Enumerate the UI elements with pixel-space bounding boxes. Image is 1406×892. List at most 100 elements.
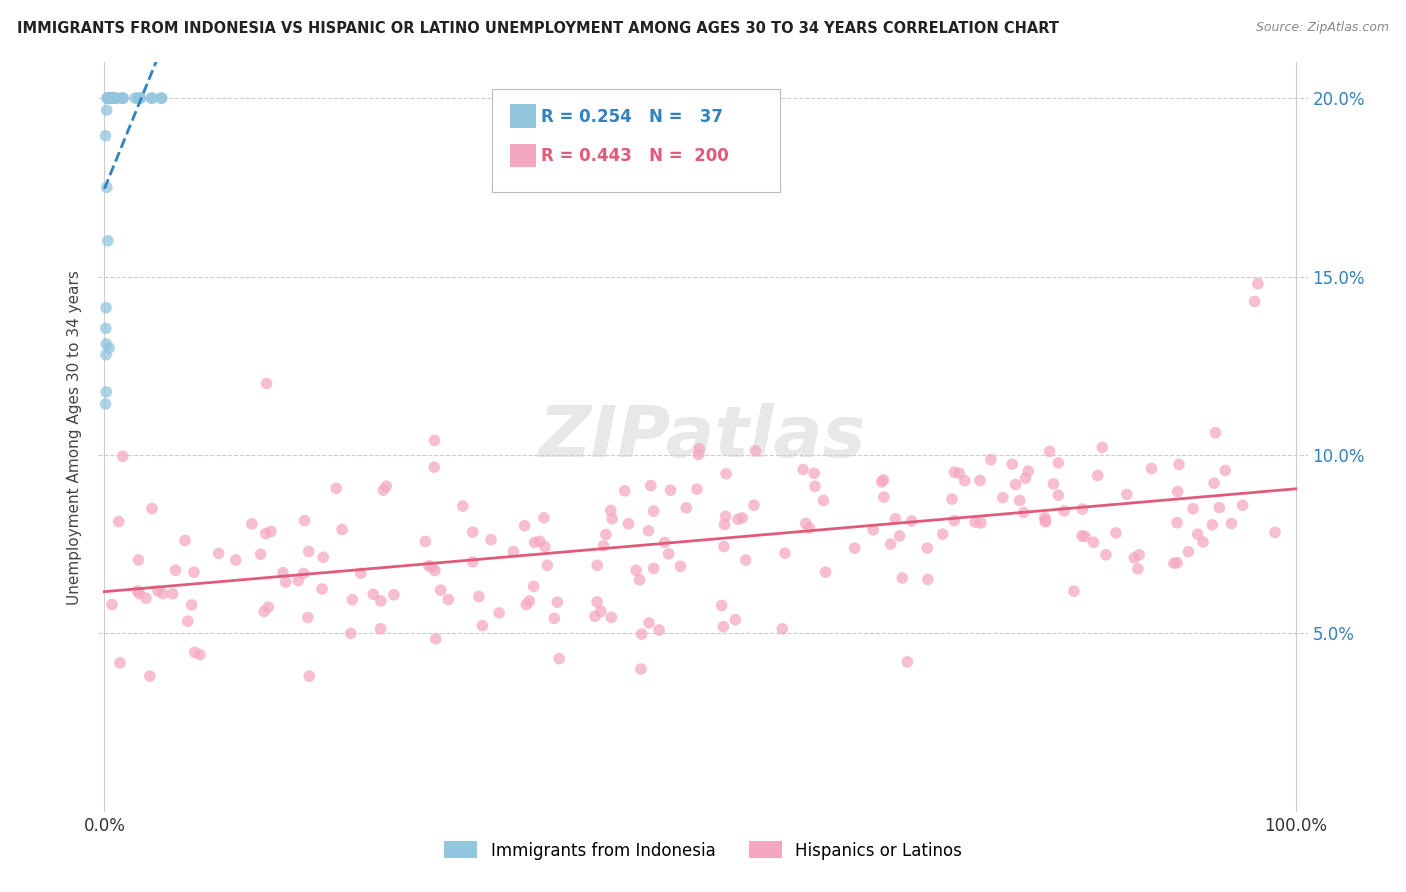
Point bbox=[1033, 513, 1056, 527]
Point bbox=[254, 526, 277, 541]
Point bbox=[1181, 501, 1204, 516]
Point bbox=[141, 91, 163, 105]
Point bbox=[948, 467, 970, 481]
Point bbox=[1264, 525, 1286, 540]
Point bbox=[98, 91, 121, 105]
Point bbox=[583, 609, 606, 624]
Point bbox=[312, 550, 335, 565]
Point bbox=[97, 91, 120, 105]
Point bbox=[534, 540, 557, 554]
Point bbox=[418, 558, 440, 573]
Point bbox=[744, 443, 766, 458]
Point bbox=[1105, 525, 1128, 540]
Point bbox=[943, 465, 966, 479]
Point bbox=[523, 535, 546, 549]
Point bbox=[613, 483, 636, 498]
Point bbox=[1074, 530, 1097, 544]
Point bbox=[543, 611, 565, 625]
Point bbox=[742, 498, 765, 512]
Point bbox=[342, 592, 364, 607]
Point bbox=[814, 565, 837, 579]
Point bbox=[124, 91, 146, 105]
Point bbox=[1071, 502, 1094, 516]
Point bbox=[630, 662, 652, 676]
Point bbox=[260, 524, 283, 539]
Point bbox=[523, 579, 546, 593]
Point bbox=[100, 91, 122, 105]
Point bbox=[94, 321, 117, 335]
Point bbox=[292, 566, 315, 581]
Point bbox=[150, 91, 173, 105]
Legend: Immigrants from Indonesia, Hispanics or Latinos: Immigrants from Indonesia, Hispanics or … bbox=[444, 841, 962, 860]
Point bbox=[879, 537, 901, 551]
Point bbox=[1168, 458, 1191, 472]
Point bbox=[648, 623, 671, 637]
Point bbox=[1204, 425, 1226, 440]
Point bbox=[980, 452, 1002, 467]
Point bbox=[350, 566, 373, 581]
Point bbox=[330, 523, 353, 537]
Point bbox=[1213, 463, 1236, 477]
Point bbox=[110, 91, 132, 105]
Point bbox=[98, 341, 121, 355]
Point bbox=[111, 91, 134, 105]
Point bbox=[710, 599, 733, 613]
Point bbox=[129, 91, 152, 105]
Point bbox=[165, 563, 187, 577]
Point bbox=[1166, 516, 1188, 530]
Point bbox=[1204, 476, 1226, 491]
Point bbox=[240, 516, 263, 531]
Point bbox=[325, 482, 347, 496]
Point bbox=[617, 516, 640, 531]
Point bbox=[146, 584, 169, 599]
Point bbox=[287, 574, 309, 588]
Point bbox=[1033, 510, 1056, 524]
Point bbox=[714, 509, 737, 524]
Point bbox=[103, 91, 125, 105]
Point bbox=[1017, 464, 1039, 478]
Point bbox=[96, 103, 118, 118]
Point bbox=[370, 622, 392, 636]
Point bbox=[1087, 468, 1109, 483]
Point bbox=[127, 91, 149, 105]
Point bbox=[152, 587, 174, 601]
Point bbox=[468, 590, 491, 604]
Point bbox=[1167, 484, 1189, 499]
Point bbox=[94, 301, 117, 315]
Point bbox=[932, 527, 955, 541]
Point bbox=[479, 533, 502, 547]
Point bbox=[461, 525, 484, 540]
Point bbox=[184, 645, 207, 659]
Point bbox=[94, 348, 117, 362]
Point bbox=[1042, 476, 1064, 491]
Point bbox=[515, 598, 537, 612]
Point bbox=[98, 91, 121, 105]
Point bbox=[548, 651, 571, 665]
Point bbox=[101, 91, 124, 105]
Point bbox=[96, 180, 118, 194]
Point bbox=[630, 627, 652, 641]
Point bbox=[101, 598, 124, 612]
Point bbox=[803, 467, 825, 481]
Point bbox=[688, 447, 710, 461]
Point bbox=[517, 594, 540, 608]
Point bbox=[734, 553, 756, 567]
Point bbox=[659, 483, 682, 498]
Point bbox=[105, 91, 128, 105]
Point bbox=[586, 558, 609, 573]
Point bbox=[253, 604, 276, 618]
Point bbox=[792, 462, 814, 476]
Point bbox=[274, 575, 297, 590]
Point bbox=[101, 91, 124, 105]
Text: Source: ZipAtlas.com: Source: ZipAtlas.com bbox=[1256, 21, 1389, 34]
Point bbox=[97, 91, 120, 105]
Point bbox=[420, 560, 443, 574]
Point bbox=[714, 467, 737, 481]
Point bbox=[727, 512, 749, 526]
Point bbox=[600, 512, 623, 526]
Point bbox=[873, 490, 896, 504]
Point bbox=[96, 384, 118, 399]
Point bbox=[1047, 488, 1070, 502]
Point bbox=[294, 514, 316, 528]
Point bbox=[271, 566, 294, 580]
